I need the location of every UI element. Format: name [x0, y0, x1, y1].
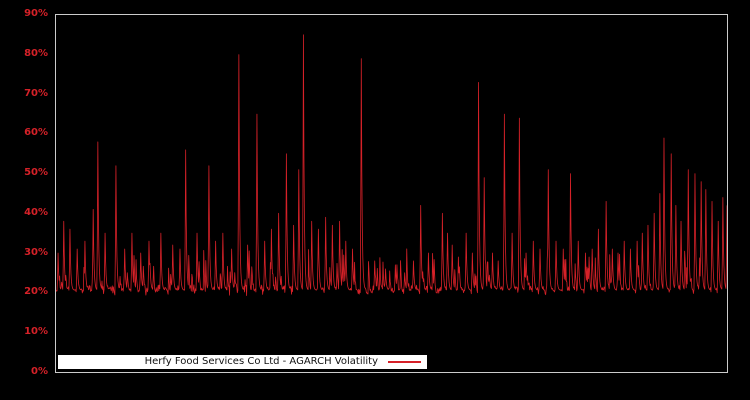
plot-area: Herfy Food Services Co Ltd - AGARCH Vola…	[55, 14, 728, 373]
y-tick-label: 10%	[24, 326, 48, 338]
y-tick-label: 50%	[24, 167, 48, 179]
legend: Herfy Food Services Co Ltd - AGARCH Vola…	[58, 355, 427, 369]
series-svg	[56, 34, 727, 296]
volatility-line	[56, 34, 727, 296]
y-tick-label: 90%	[24, 8, 48, 19]
legend-label: Herfy Food Services Co Ltd - AGARCH Vola…	[144, 356, 378, 367]
y-tick-label: 70%	[24, 87, 48, 99]
legend-line-sample	[388, 361, 421, 363]
y-tick-label: 60%	[24, 127, 48, 139]
y-tick-label: 80%	[24, 47, 48, 59]
y-tick-label: 20%	[24, 286, 48, 298]
y-tick-label: 0%	[31, 366, 48, 377]
y-tick-label: 40%	[24, 206, 48, 218]
y-tick-label: 30%	[24, 246, 48, 258]
